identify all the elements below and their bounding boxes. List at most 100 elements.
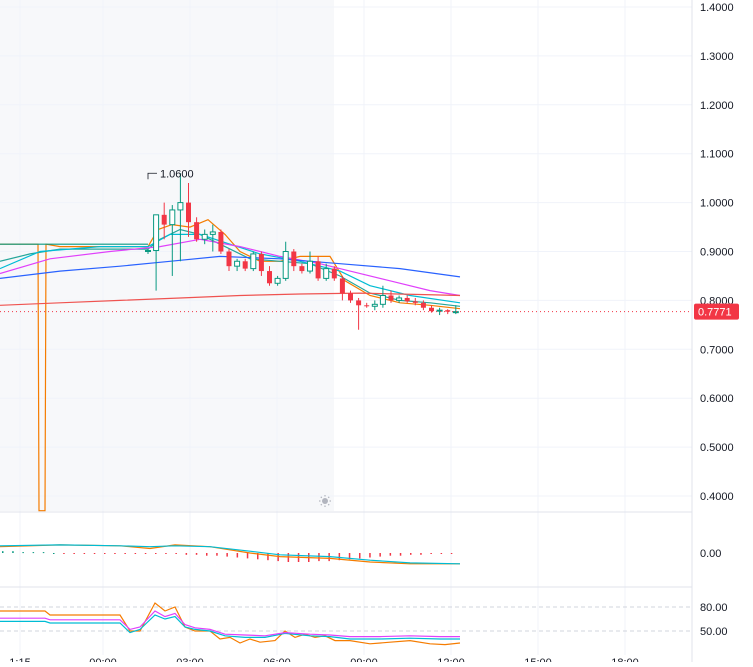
macd-zero-label: 0.00 [700,548,721,560]
candle-body [404,297,410,302]
candle-body [396,297,403,301]
macd-histogram-bar [114,553,116,554]
candle-body [209,231,216,235]
candle-body [356,300,362,306]
macd-histogram-bar [246,553,249,559]
moving-average-line [0,292,461,306]
time-tick-label: 18:00 [611,657,639,662]
candle-body [177,202,184,211]
candle-body [436,309,443,312]
high-annotation: 1.0600 [147,168,194,180]
macd-histogram-bar [73,553,75,554]
candle-body [429,307,434,312]
candles [145,173,459,330]
macd-histogram-bar [440,553,443,554]
price-tick-label: 1.2000 [700,100,734,112]
candle-body [379,295,386,305]
candle-body [201,233,208,240]
macd-histogram-bar [399,553,402,556]
macd-histogram-bar [338,553,341,561]
time-tick-label: 03:00 [176,657,204,662]
sun-icon[interactable] [319,495,331,507]
macd-histogram-bar [134,553,137,554]
price-tick-label: 1.0000 [700,198,734,210]
macd-histogram-bar [226,553,228,557]
candle-body [242,261,248,269]
candle-body [307,260,313,272]
macd-histogram-bar [124,553,126,554]
macd-histogram-bar [93,553,96,554]
candle-body [412,301,418,303]
rsi-line [0,614,460,640]
candle-body [194,222,200,240]
price-tick-label: 1.1000 [700,149,734,161]
macd-histogram-bar [53,553,55,554]
candle-body [234,260,241,267]
price-tick-label: 1.4000 [700,2,734,14]
macd-histogram-bar [22,552,24,554]
candle-body [364,305,370,307]
macd-histogram-bar [450,553,453,554]
last-price-marker: 0.7771 [0,303,739,320]
candle-body [153,214,160,252]
macd-histogram-bar [2,551,4,553]
candle-body [274,277,281,284]
moving-average-line [0,238,461,297]
candle-body [169,209,176,226]
candle-body [452,311,459,314]
time-tick-label: 15:00 [524,657,552,662]
candle-body [226,251,232,267]
candle-body [420,302,426,308]
price-tick-label: 1.3000 [700,51,734,63]
last-price-label: 0.7771 [698,307,732,319]
macd-histogram-bar [257,553,259,560]
price-tick-label: 0.4000 [700,491,734,503]
macd-histogram-bar [175,553,177,554]
macd-histogram-bar [83,553,86,554]
macd-histogram-bar [155,553,157,554]
macd-histogram-bar [195,553,198,555]
candle-body [315,261,321,279]
rsi-axis: 80.00 50.00 [700,602,728,638]
candle-body [291,251,297,267]
macd-histogram-bar [277,553,279,562]
moving-average-line [0,255,461,279]
macd-histogram-bar [12,551,14,553]
high-label: 1.0600 [160,168,194,180]
rsi-pane[interactable] [0,602,692,646]
rsi-line [0,610,460,638]
price-axis[interactable]: 1.40001.30001.20001.10001.00000.90000.80… [700,2,734,503]
macd-signal-line [0,544,461,565]
macd-histogram-bar [348,553,351,560]
candle-body [250,253,257,270]
price-tick-label: 0.5000 [700,442,734,454]
macd-histogram-bar [410,553,412,555]
price-tick-label: 0.6000 [700,393,734,405]
rsi-tick-label: 80.00 [700,602,728,614]
macd-histogram-bar [185,553,188,555]
candle-body [323,268,330,279]
time-tick-label: 1:15 [9,657,30,662]
macd-axis: 0.00 [700,548,721,560]
macd-histogram-bar [267,553,269,561]
time-tick-label: 06:00 [263,657,291,662]
candle-body [348,293,353,301]
macd-histogram-bar [379,553,381,557]
candle-body [186,202,191,223]
macd-histogram-bar [32,552,35,554]
candle-body [371,303,378,307]
candle-body [282,251,289,279]
macd-pane[interactable] [0,544,461,565]
time-tick-label: 12:00 [437,657,465,662]
macd-histogram-bar [104,553,106,554]
macd-histogram-bar [216,553,218,556]
candle-body [339,278,345,294]
macd-histogram-bar [42,552,45,554]
candle-body [258,253,264,272]
price-tick-label: 0.7000 [700,344,734,356]
rsi-line [0,602,461,646]
candle-body [445,310,451,312]
macd-histogram-bar [63,553,65,554]
